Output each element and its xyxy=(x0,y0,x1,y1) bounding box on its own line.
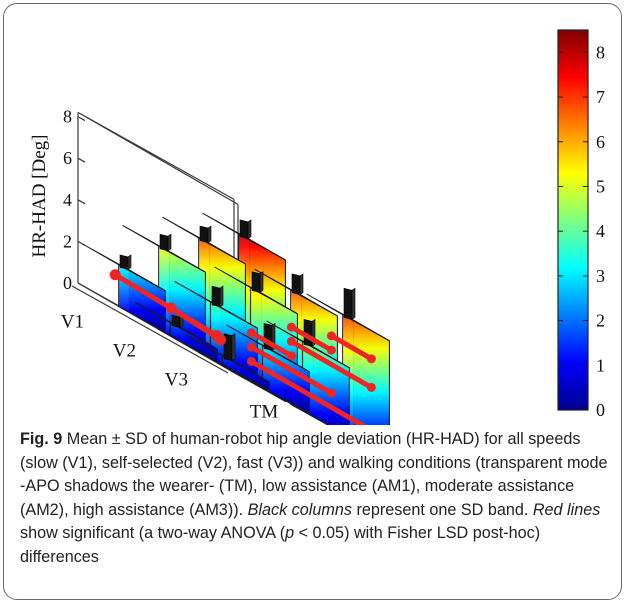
significance-endpoint xyxy=(246,342,256,352)
sd-column xyxy=(199,225,209,243)
condition-label: AM1 xyxy=(284,425,324,426)
z-tick xyxy=(77,199,86,205)
sd-column xyxy=(211,285,221,308)
significance-endpoint xyxy=(326,345,336,355)
caption-black-columns: Black columns xyxy=(247,500,352,519)
caption-fig-label: Fig. 9 xyxy=(20,430,63,448)
significance-line xyxy=(248,358,368,425)
significance-endpoint xyxy=(286,336,296,346)
sd-column-side xyxy=(127,254,132,270)
z-tick-label: 2 xyxy=(63,231,72,251)
z-tick xyxy=(77,157,86,163)
figure-caption: Fig. 9 Mean ± SD of human-robot hip angl… xyxy=(20,428,610,569)
speed-label: V2 xyxy=(113,341,136,362)
significance-endpoint xyxy=(326,388,336,398)
caption-red-lines: Red lines xyxy=(532,500,601,519)
sd-column xyxy=(239,219,249,239)
speed-label: V1 xyxy=(61,312,84,333)
z-tick xyxy=(77,116,86,122)
y-axis-line xyxy=(71,285,229,374)
z-tick xyxy=(77,282,86,288)
sd-column-side xyxy=(247,219,252,240)
colorbar-tick-label: 6 xyxy=(596,132,605,152)
significance-endpoint xyxy=(366,354,376,364)
sd-column-side xyxy=(259,271,264,293)
sd-column-side xyxy=(351,287,356,320)
significance-endpoint xyxy=(109,269,121,281)
significance-endpoint xyxy=(246,356,256,366)
significance-endpoint xyxy=(286,322,296,332)
speed-label: V3 xyxy=(165,370,188,391)
caption-text-1: Mean ± SD of human-robot hip angle devia… xyxy=(20,430,608,519)
sd-column-side xyxy=(299,273,304,296)
condition-label: TM xyxy=(250,402,279,423)
sd-column xyxy=(291,273,301,295)
significance-line xyxy=(288,324,334,353)
significance-endpoint xyxy=(286,351,296,361)
sd-column-side xyxy=(219,285,224,308)
z-tick-label: 4 xyxy=(63,190,72,210)
sd-column xyxy=(171,314,181,328)
sd-column xyxy=(251,271,261,293)
significance-line xyxy=(168,305,224,343)
significance-endpoint xyxy=(366,382,376,392)
colorbar-tick-label: 3 xyxy=(596,266,605,286)
colorbar-tick-label: 1 xyxy=(596,355,605,375)
sd-column-side xyxy=(231,333,236,362)
sd-column xyxy=(119,254,129,270)
colorbar-tick-label: 0 xyxy=(596,400,605,420)
significance-endpoint xyxy=(326,331,336,341)
colorbar-tick-label: 7 xyxy=(596,87,605,107)
caption-p-variable: p xyxy=(285,524,295,542)
axis-box-top xyxy=(77,111,239,205)
significance-endpoint xyxy=(246,328,256,338)
sd-column-side xyxy=(167,233,172,252)
significance-line xyxy=(248,344,334,396)
significance-line xyxy=(328,333,374,362)
sd-column-side xyxy=(207,225,212,244)
colorbar-tick-label: 2 xyxy=(596,311,605,331)
significance-endpoint xyxy=(165,302,177,314)
z-tick-label: 0 xyxy=(63,273,72,293)
significance-line xyxy=(248,330,294,359)
z-axis-label: HR-HAD [Deg] xyxy=(29,135,50,258)
colorbar-tick-label: 4 xyxy=(596,221,605,241)
significance-line xyxy=(288,338,374,390)
caption-text-3: show significant (a two-way ANOVA ( xyxy=(20,524,286,542)
caption-text-2: represent one SD band. xyxy=(351,500,533,519)
colorbar xyxy=(557,29,589,411)
significance-endpoint xyxy=(215,334,227,346)
sd-column xyxy=(159,233,169,252)
colorbar-tick-label: 5 xyxy=(596,176,605,196)
colorbar-tick-label: 8 xyxy=(596,42,605,62)
z-tick-label: 6 xyxy=(63,148,72,168)
sd-column xyxy=(343,287,353,320)
caption-text-4: < 0.05) with Fisher LSD post-hoc) differ… xyxy=(20,524,541,566)
z-tick-label: 8 xyxy=(63,107,72,127)
